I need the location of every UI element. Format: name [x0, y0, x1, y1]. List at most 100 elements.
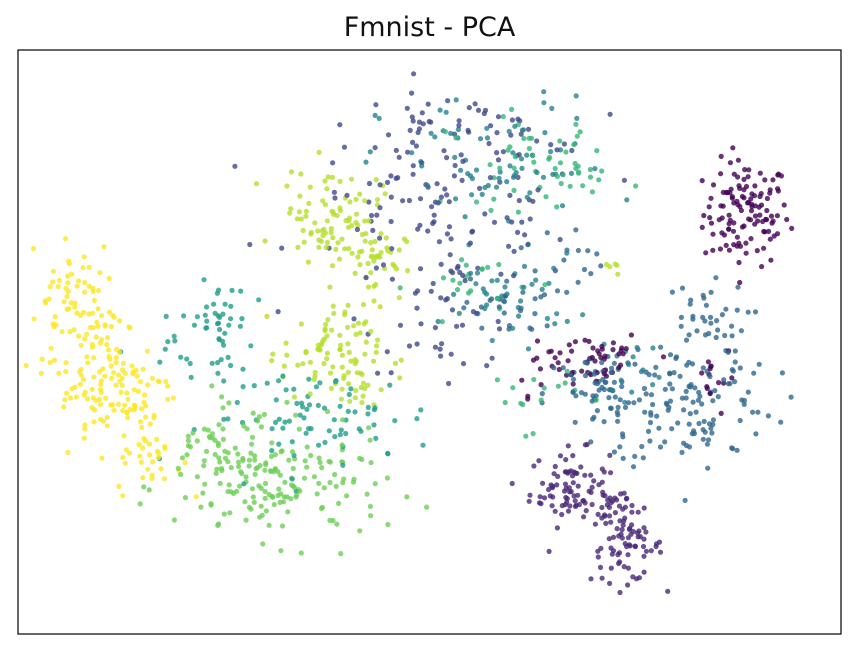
scatter-point-class-3 — [687, 411, 693, 417]
scatter-point-class-8 — [324, 356, 330, 362]
scatter-point-class-2 — [344, 192, 350, 198]
scatter-point-class-8 — [355, 222, 361, 228]
scatter-point-class-6 — [397, 285, 403, 291]
scatter-point-class-8 — [284, 183, 290, 189]
scatter-point-class-2 — [439, 341, 445, 347]
scatter-point-class-7 — [236, 459, 242, 465]
scatter-point-class-4 — [574, 115, 580, 121]
scatter-point-class-9 — [129, 363, 135, 369]
scatter-point-class-8 — [303, 208, 309, 214]
scatter-point-class-6 — [494, 377, 500, 383]
scatter-point-class-1 — [603, 520, 609, 527]
scatter-point-class-7 — [297, 488, 303, 494]
scatter-point-class-7 — [255, 418, 261, 424]
scatter-point-class-7 — [308, 452, 314, 459]
scatter-point-class-7 — [235, 451, 241, 457]
scatter-point-class-0 — [590, 345, 596, 351]
scatter-point-class-9 — [120, 360, 126, 367]
scatter-point-class-5 — [346, 391, 352, 398]
scatter-point-class-8 — [398, 357, 404, 363]
scatter-point-class-8 — [362, 198, 368, 204]
scatter-point-class-8 — [345, 302, 351, 308]
scatter-point-class-6 — [468, 288, 474, 294]
scatter-point-class-1 — [657, 549, 664, 555]
scatter-point-class-7 — [384, 475, 391, 481]
scatter-point-class-4 — [435, 318, 441, 325]
scatter-point-class-2 — [366, 180, 373, 187]
scatter-point-class-3 — [647, 419, 654, 426]
scatter-point-class-6 — [596, 177, 602, 183]
scatter-point-class-9 — [76, 333, 82, 339]
scatter-point-class-0 — [745, 174, 751, 180]
scatter-point-class-8 — [339, 352, 345, 358]
scatter-point-class-8 — [335, 240, 341, 246]
scatter-point-class-7 — [258, 503, 264, 509]
scatter-point-class-3 — [643, 391, 649, 397]
scatter-point-class-7 — [248, 450, 254, 456]
scatter-point-class-3 — [654, 413, 660, 419]
scatter-point-class-0 — [570, 381, 576, 387]
scatter-point-class-4 — [465, 171, 471, 177]
scatter-point-class-2 — [535, 187, 541, 193]
scatter-point-class-9 — [137, 453, 143, 459]
scatter-point-class-7 — [357, 528, 363, 534]
scatter-point-class-8 — [336, 256, 343, 262]
scatter-point-class-8 — [369, 253, 376, 259]
scatter-point-class-0 — [743, 183, 750, 190]
scatter-point-class-1 — [641, 553, 647, 559]
scatter-point-class-5 — [234, 399, 240, 406]
scatter-point-class-9 — [91, 374, 97, 380]
scatter-point-class-8 — [296, 209, 302, 215]
scatter-point-class-8 — [345, 324, 351, 330]
scatter-point-class-9 — [131, 387, 137, 393]
scatter-point-class-3 — [544, 230, 550, 236]
scatter-point-class-3 — [693, 409, 699, 415]
scatter-point-class-6 — [485, 264, 491, 270]
scatter-point-class-0 — [742, 167, 748, 173]
scatter-point-class-9 — [56, 370, 62, 376]
scatter-point-class-2 — [445, 98, 451, 104]
scatter-point-class-4 — [550, 171, 556, 177]
scatter-point-class-3 — [608, 369, 614, 375]
scatter-point-class-1 — [623, 496, 630, 502]
scatter-point-class-7 — [178, 471, 184, 478]
scatter-point-class-5 — [304, 406, 310, 412]
scatter-point-class-4 — [456, 310, 462, 316]
scatter-point-class-8 — [324, 239, 331, 246]
scatter-point-class-8 — [264, 313, 270, 319]
scatter-point-class-1 — [536, 458, 542, 464]
scatter-point-class-9 — [162, 445, 168, 451]
scatter-point-class-6 — [589, 189, 596, 195]
scatter-point-class-5 — [387, 382, 393, 388]
scatter-point-class-3 — [700, 365, 706, 371]
scatter-point-class-5 — [221, 378, 227, 384]
scatter-point-class-6 — [495, 295, 501, 301]
scatter-point-class-7 — [227, 510, 233, 516]
scatter-point-class-9 — [145, 382, 151, 388]
scatter-point-class-3 — [788, 394, 794, 400]
scatter-point-class-4 — [533, 277, 539, 283]
scatter-point-class-3 — [667, 398, 674, 404]
scatter-point-class-3 — [544, 323, 550, 329]
scatter-point-class-7 — [246, 504, 252, 510]
scatter-point-class-9 — [62, 397, 68, 403]
scatter-point-class-3 — [570, 376, 577, 382]
scatter-point-class-3 — [729, 367, 735, 373]
scatter-point-class-7 — [284, 399, 290, 405]
scatter-point-class-6 — [554, 204, 560, 210]
scatter-point-class-2 — [516, 197, 522, 204]
scatter-point-class-8 — [287, 210, 293, 216]
scatter-point-class-7 — [194, 438, 200, 444]
scatter-point-class-5 — [215, 370, 221, 376]
scatter-point-class-2 — [405, 149, 411, 155]
scatter-point-class-2 — [363, 274, 369, 281]
scatter-point-class-2 — [569, 147, 575, 154]
scatter-point-class-3 — [690, 399, 696, 405]
scatter-point-class-2 — [477, 185, 483, 191]
scatter-point-class-9 — [61, 299, 67, 305]
scatter-point-class-5 — [340, 462, 346, 468]
scatter-point-class-6 — [502, 399, 508, 406]
scatter-point-class-5 — [365, 404, 371, 410]
scatter-point-class-0 — [726, 221, 732, 227]
scatter-point-class-5 — [211, 301, 217, 307]
